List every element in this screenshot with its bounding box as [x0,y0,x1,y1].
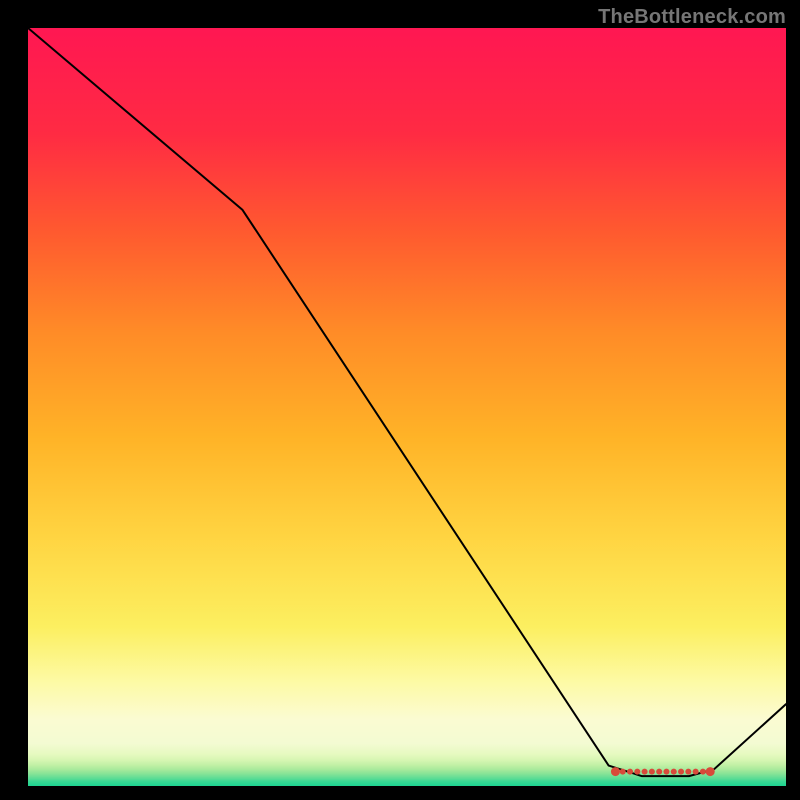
chart-plot-area [28,28,786,786]
watermark-text: TheBottleneck.com [598,6,786,29]
marker-dot [685,769,691,775]
marker-dot [706,767,715,776]
marker-dot [700,769,706,775]
marker-dot [634,769,640,775]
marker-dot [671,769,677,775]
marker-dot [642,769,648,775]
chart-svg-layer [28,28,786,786]
marker-dot [678,769,684,775]
bottleneck-curve [28,28,786,776]
marker-dot [656,769,662,775]
marker-dot [611,767,620,776]
marker-dot [627,769,633,775]
marker-dot [663,769,669,775]
marker-dot [620,769,626,775]
marker-dot [649,769,655,775]
marker-dot [693,769,699,775]
